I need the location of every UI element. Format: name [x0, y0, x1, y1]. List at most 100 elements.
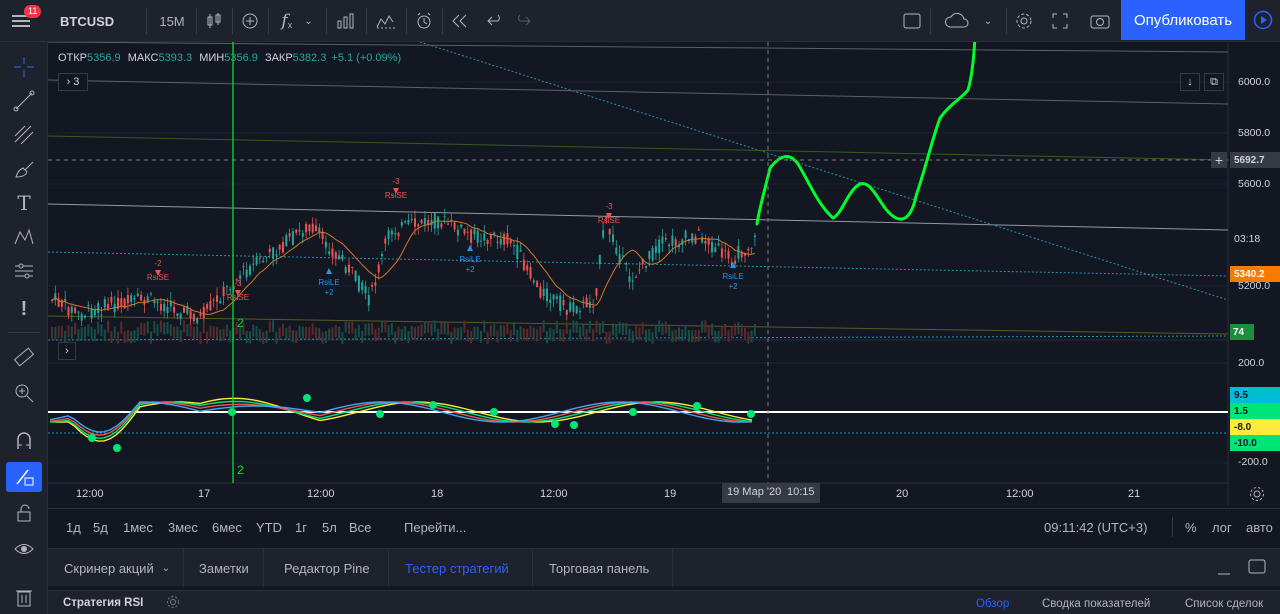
range-all[interactable]: Все [349, 520, 372, 535]
strategy-name: Стратегия RSI [63, 597, 144, 609]
add-alert-plus-icon[interactable]: + [1211, 152, 1227, 168]
eye-icon[interactable] [6, 534, 42, 564]
layout-icon[interactable] [898, 0, 926, 42]
candle-body [420, 219, 423, 224]
fib-tool-icon[interactable] [6, 120, 42, 150]
magnet-icon[interactable] [6, 426, 42, 456]
tab-strategy-tester[interactable]: Тестер стратегий [389, 549, 533, 587]
range-1d[interactable]: 1д [66, 520, 81, 535]
trade-list-link[interactable]: Список сделок [1185, 598, 1264, 610]
volume-bar [615, 324, 618, 337]
tab-trading-panel[interactable]: Торговая панель [533, 549, 673, 587]
auto-scale-toggle[interactable]: авто [1246, 520, 1273, 535]
volume-bar [720, 325, 723, 338]
volume-bar [664, 321, 667, 334]
menu-button[interactable] [0, 0, 44, 42]
volume-bar [176, 326, 179, 339]
maximize-panel-icon[interactable] [1248, 559, 1266, 578]
log-scale-toggle[interactable]: лог [1212, 520, 1232, 535]
fullscreen-icon[interactable] [1046, 0, 1074, 42]
candles-icon[interactable] [200, 0, 228, 42]
candle-body [301, 233, 304, 237]
candle-body [539, 286, 542, 298]
text-tool-icon[interactable]: T [17, 191, 31, 215]
ruler-icon[interactable] [6, 342, 42, 372]
price-chart[interactable]: -2RsiSE-3RsiSE-3RsiSE-3RsiSERsiLE+2RsiLE… [48, 42, 1280, 506]
candle-body [519, 249, 522, 252]
performance-summary-link[interactable]: Сводка показателей [1042, 598, 1151, 610]
icon-tool-icon[interactable]: ! [20, 297, 28, 320]
range-3m[interactable]: 3мес [168, 520, 198, 535]
volume-bar [334, 325, 337, 338]
volume-bar [54, 327, 57, 340]
candle-body [522, 259, 525, 271]
candle-body [400, 222, 403, 226]
alert-clock-icon[interactable] [410, 0, 438, 42]
range-5d[interactable]: 5д [93, 520, 108, 535]
tab-stock-screener[interactable]: Скринер акций ⌄ [48, 549, 184, 587]
clock-timezone[interactable]: 09:11:42 (UTC+3) [1044, 520, 1148, 535]
candle-body [308, 224, 311, 232]
chart-settings-gear-icon[interactable] [1249, 486, 1265, 505]
candle-body [212, 299, 215, 301]
interval-button[interactable]: 15M [159, 13, 185, 29]
publish-button[interactable]: Опубликовать [1121, 0, 1245, 40]
candle-body [110, 296, 113, 303]
brush-icon[interactable] [6, 154, 42, 184]
volume-bar [311, 323, 314, 336]
cross-dot [490, 408, 498, 416]
trash-icon[interactable] [6, 582, 42, 612]
candle-body [740, 252, 743, 258]
cross-dot [228, 408, 236, 416]
candle-body [476, 230, 479, 243]
strategy-settings-gear-icon[interactable] [166, 595, 180, 612]
prediction-icon[interactable] [6, 256, 42, 286]
minimize-panel-icon[interactable] [1216, 561, 1232, 580]
volume-bar [348, 321, 350, 334]
range-1y[interactable]: 1г [295, 520, 307, 535]
range-1m[interactable]: 1мес [123, 520, 153, 535]
undo-icon[interactable] [482, 0, 508, 42]
candle-body [186, 305, 189, 314]
scroll-down-icon[interactable]: ↓ [1180, 73, 1200, 91]
replay-chart-icon[interactable] [370, 0, 402, 42]
snapshot-camera-icon[interactable] [1084, 0, 1116, 42]
volume-bar [648, 329, 651, 342]
volume-bar [143, 323, 146, 336]
tab-notes[interactable]: Заметки [184, 549, 264, 587]
templates-icon[interactable] [330, 0, 362, 42]
play-icon[interactable] [1245, 0, 1280, 40]
strategy-overview-link[interactable]: Обзор [976, 598, 1010, 610]
zoom-in-icon[interactable] [6, 378, 42, 408]
trend-line-icon[interactable] [6, 86, 42, 116]
volume-bar [608, 331, 611, 344]
goto-date-button[interactable]: Перейти... [404, 520, 467, 535]
settings-icon[interactable] [1010, 0, 1038, 42]
osc-legend-toggle[interactable]: › [58, 342, 76, 360]
lock-drawing-icon[interactable] [6, 462, 42, 492]
symbol-search[interactable]: BTCUSD [60, 13, 115, 29]
redo-icon[interactable] [510, 0, 536, 42]
volume-bar [463, 320, 466, 333]
volume-bar [579, 326, 581, 339]
volume-bar [621, 322, 624, 335]
candle-body [103, 299, 106, 308]
percent-scale-toggle[interactable]: % [1185, 520, 1197, 535]
maximize-pane-icon[interactable]: ⧉ [1204, 73, 1224, 91]
lock-icon[interactable] [6, 498, 42, 528]
tab-pine-editor[interactable]: Редактор Pine [264, 549, 389, 587]
compare-icon[interactable] [236, 0, 264, 42]
rewind-icon[interactable] [446, 0, 474, 42]
candle-body [166, 307, 169, 313]
trend-line [419, 42, 1229, 301]
volume-bar [245, 330, 248, 343]
range-ytd[interactable]: YTD [256, 520, 282, 535]
cloud-save-icon[interactable]: ⌄ [934, 0, 1002, 42]
indicators-toggle[interactable]: › 3 [58, 73, 88, 91]
crosshair-icon[interactable] [6, 52, 42, 82]
pattern-icon[interactable] [6, 222, 42, 252]
range-5y[interactable]: 5л [322, 520, 337, 535]
range-6m[interactable]: 6мес [212, 520, 242, 535]
volume-bar [595, 320, 598, 333]
